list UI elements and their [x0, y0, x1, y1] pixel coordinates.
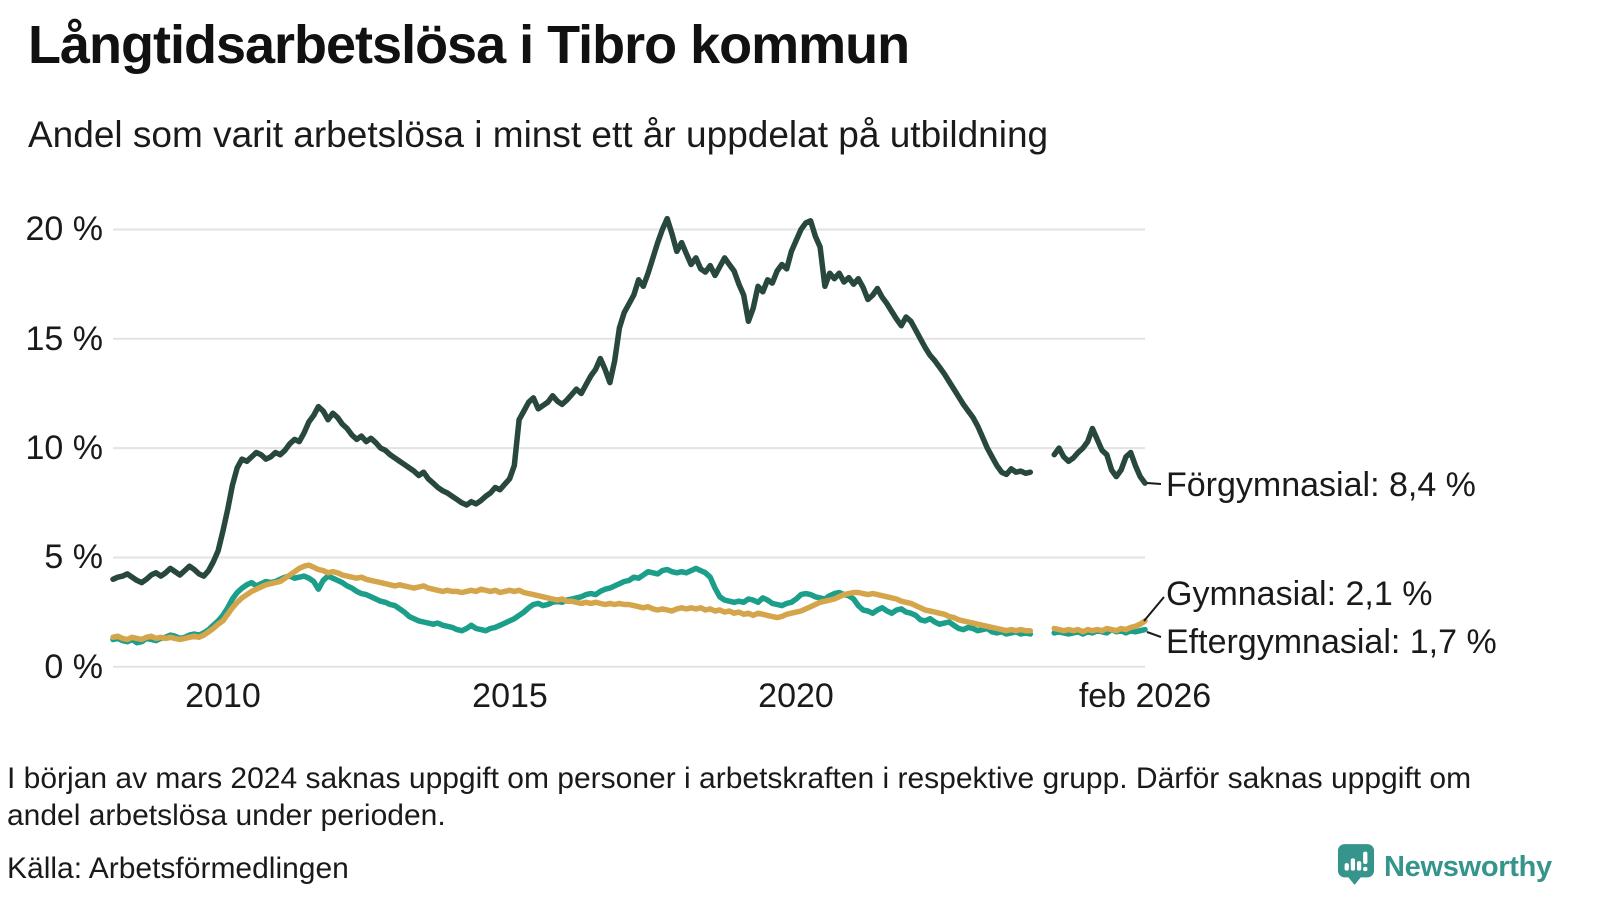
newsworthy-speech-bubble-chart-icon [1337, 843, 1375, 891]
newsworthy-logo: Newsworthy [1337, 843, 1552, 891]
page-title: Långtidsarbetslösa i Tibro kommun [28, 15, 910, 75]
connector-forgymnasial [1146, 482, 1162, 485]
y-tick-20: 20 % [25, 210, 104, 248]
footnote: I början av mars 2024 saknas uppgift om … [7, 762, 1472, 832]
source-note: Källa: Arbetsförmedlingen [7, 852, 349, 885]
connector-eftergymnasial [1146, 631, 1162, 638]
y-tick-10: 10 % [25, 429, 104, 467]
series-label-gymnasial: Gymnasial: 2,1 % [1166, 575, 1433, 613]
x-tick-2015: 2015 [472, 677, 548, 715]
newsworthy-logo-text: Newsworthy [1384, 850, 1552, 883]
series-line-gymnasial [110, 562, 1148, 643]
series-line-förgymnasial [110, 215, 1148, 586]
y-tick-15: 15 % [25, 320, 104, 358]
chart-subtitle: Andel som varit arbetslösa i minst ett å… [28, 114, 1049, 155]
series-label-eftergymnasial: Eftergymnasial: 1,7 % [1166, 623, 1497, 661]
x-tick-2010: 2010 [185, 677, 261, 715]
y-tick-0: 0 % [44, 648, 103, 686]
connector-gymnasial [1143, 596, 1165, 622]
y-tick-5: 5 % [44, 538, 103, 576]
series-label-forgymnasial: Förgymnasial: 8,4 % [1166, 466, 1476, 504]
x-tick-feb2026: feb 2026 [1078, 677, 1212, 715]
x-tick-2020: 2020 [758, 677, 834, 715]
